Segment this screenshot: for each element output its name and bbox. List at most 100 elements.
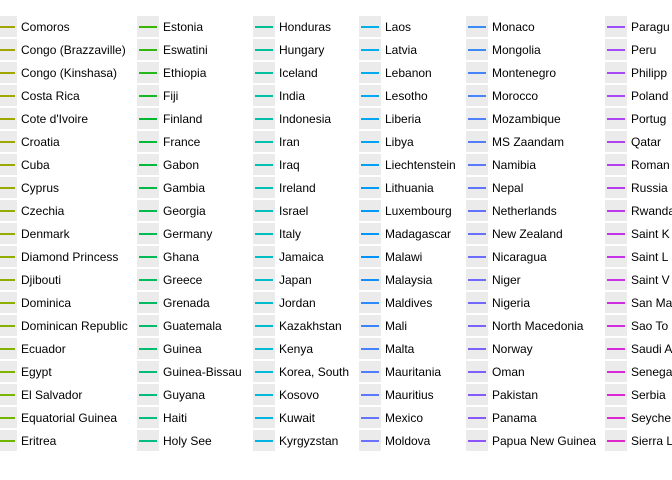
legend-line-swatch [468,325,486,327]
legend-label: Netherlands [492,204,557,218]
legend-line-swatch [0,256,15,258]
legend-line-swatch [361,210,379,212]
legend-line-swatch [255,26,273,28]
legend-line-swatch [361,325,379,327]
legend-line-swatch [361,302,379,304]
legend-line-swatch [0,279,15,281]
legend-key [137,407,159,428]
legend-line-swatch [255,440,273,442]
legend-label: Qatar [631,135,662,149]
legend-label: Libya [385,135,414,149]
legend-key [359,384,381,405]
legend-line-swatch [361,279,379,281]
legend-label: MS Zaandam [492,135,565,149]
legend-line-swatch [361,417,379,419]
legend-key [137,154,159,175]
legend-label: Germany [163,227,213,241]
legend-key [359,338,381,359]
legend-key [466,39,488,60]
legend-label: Saudi A [631,342,672,356]
legend-key [359,292,381,313]
legend-line-swatch [139,440,157,442]
legend-key [253,16,275,37]
legend-line-swatch [468,348,486,350]
legend-key [466,131,488,152]
legend-line-swatch [468,279,486,281]
legend-key [466,361,488,382]
legend-line-swatch [607,95,625,97]
legend-label: Mauritania [385,365,442,379]
legend-line-swatch [0,210,15,212]
legend-label: Congo (Brazzaville) [21,43,126,57]
legend-key [253,85,275,106]
legend-line-swatch [0,164,15,166]
legend-label: Poland [631,89,669,103]
legend-line-swatch [607,325,625,327]
legend-key [605,39,627,60]
legend-label: Dominican Republic [21,319,128,333]
legend-key [0,430,17,451]
legend-key [137,108,159,129]
legend-key [359,108,381,129]
legend-label: Moldova [385,434,431,448]
legend-label: Grenada [163,296,210,310]
legend-key [359,315,381,336]
legend-key [466,246,488,267]
legend-key [137,269,159,290]
legend-label: Serbia [631,388,666,402]
legend-label: Gambia [163,181,206,195]
legend-label: Malaysia [385,273,433,287]
legend-line-swatch [255,95,273,97]
legend-line-swatch [468,210,486,212]
legend-line-swatch [361,118,379,120]
legend-label: Panama [492,411,537,425]
legend-line-swatch [255,49,273,51]
legend-key [0,16,17,37]
legend-key [466,223,488,244]
legend-line-swatch [0,118,15,120]
legend-key [605,154,627,175]
legend-key [137,315,159,336]
legend-label: Kuwait [279,411,316,425]
legend-line-swatch [607,26,625,28]
legend-key [359,361,381,382]
legend-label: Laos [385,20,412,34]
legend-line-swatch [607,371,625,373]
legend-label: Israel [279,204,309,218]
legend-key [359,430,381,451]
legend-key [359,131,381,152]
legend-key [0,361,17,382]
legend-line-swatch [0,325,15,327]
legend-label: India [279,89,306,103]
legend-label: Liberia [385,112,422,126]
legend-label: Portug [631,112,667,126]
legend-line-swatch [607,348,625,350]
legend-key [137,246,159,267]
legend-key [605,200,627,221]
legend-key [605,16,627,37]
legend-key [137,85,159,106]
legend-key [466,85,488,106]
legend-key [605,85,627,106]
legend-key [0,131,17,152]
legend-line-swatch [468,440,486,442]
legend-key [605,108,627,129]
legend-key [466,315,488,336]
legend-key [0,246,17,267]
legend-line-swatch [607,302,625,304]
legend-line-swatch [361,95,379,97]
legend-label: Guinea [163,342,202,356]
legend-label: Liechtenstein [385,158,456,172]
legend-key [359,407,381,428]
legend-line-swatch [468,187,486,189]
legend-label: Haiti [163,411,188,425]
legend-key [359,223,381,244]
legend-key [466,108,488,129]
legend-key [0,85,17,106]
legend-line-swatch [361,72,379,74]
legend-label: France [163,135,201,149]
legend-key [605,407,627,428]
legend-label: Nicaragua [492,250,547,264]
legend-label: Dominica [21,296,72,310]
